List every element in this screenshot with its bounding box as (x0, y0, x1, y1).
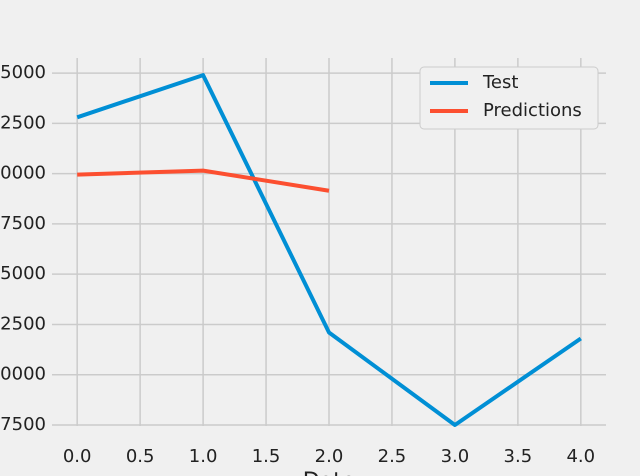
legend-label: Test (482, 72, 518, 93)
x-tick-label: 0.0 (63, 446, 92, 467)
y-tick-label: 35000 (0, 62, 46, 83)
y-tick-label: 17500 (0, 414, 46, 435)
x-tick-label: 1.0 (189, 446, 218, 467)
y-tick-label: 22500 (0, 313, 46, 334)
y-tick-label: 30000 (0, 163, 46, 184)
x-tick-label: 2.0 (315, 446, 344, 467)
line-series (76, 73, 582, 427)
y-tick-label: 25000 (0, 263, 46, 284)
line-series (77, 168, 330, 193)
x-tick-label: 4.0 (566, 446, 595, 467)
y-tick-label: 32500 (0, 112, 46, 133)
x-axis-label: Date (303, 469, 356, 476)
legend-label: Predictions (483, 100, 582, 121)
x-tick-label: 3.0 (441, 446, 470, 467)
x-tick-label: 0.5 (126, 446, 155, 467)
x-tick-label: 3.5 (504, 446, 533, 467)
y-tick-label: 27500 (0, 213, 46, 234)
x-tick-label: 2.5 (378, 446, 407, 467)
x-tick-label: 1.5 (252, 446, 281, 467)
y-tick-label: 20000 (0, 364, 46, 385)
